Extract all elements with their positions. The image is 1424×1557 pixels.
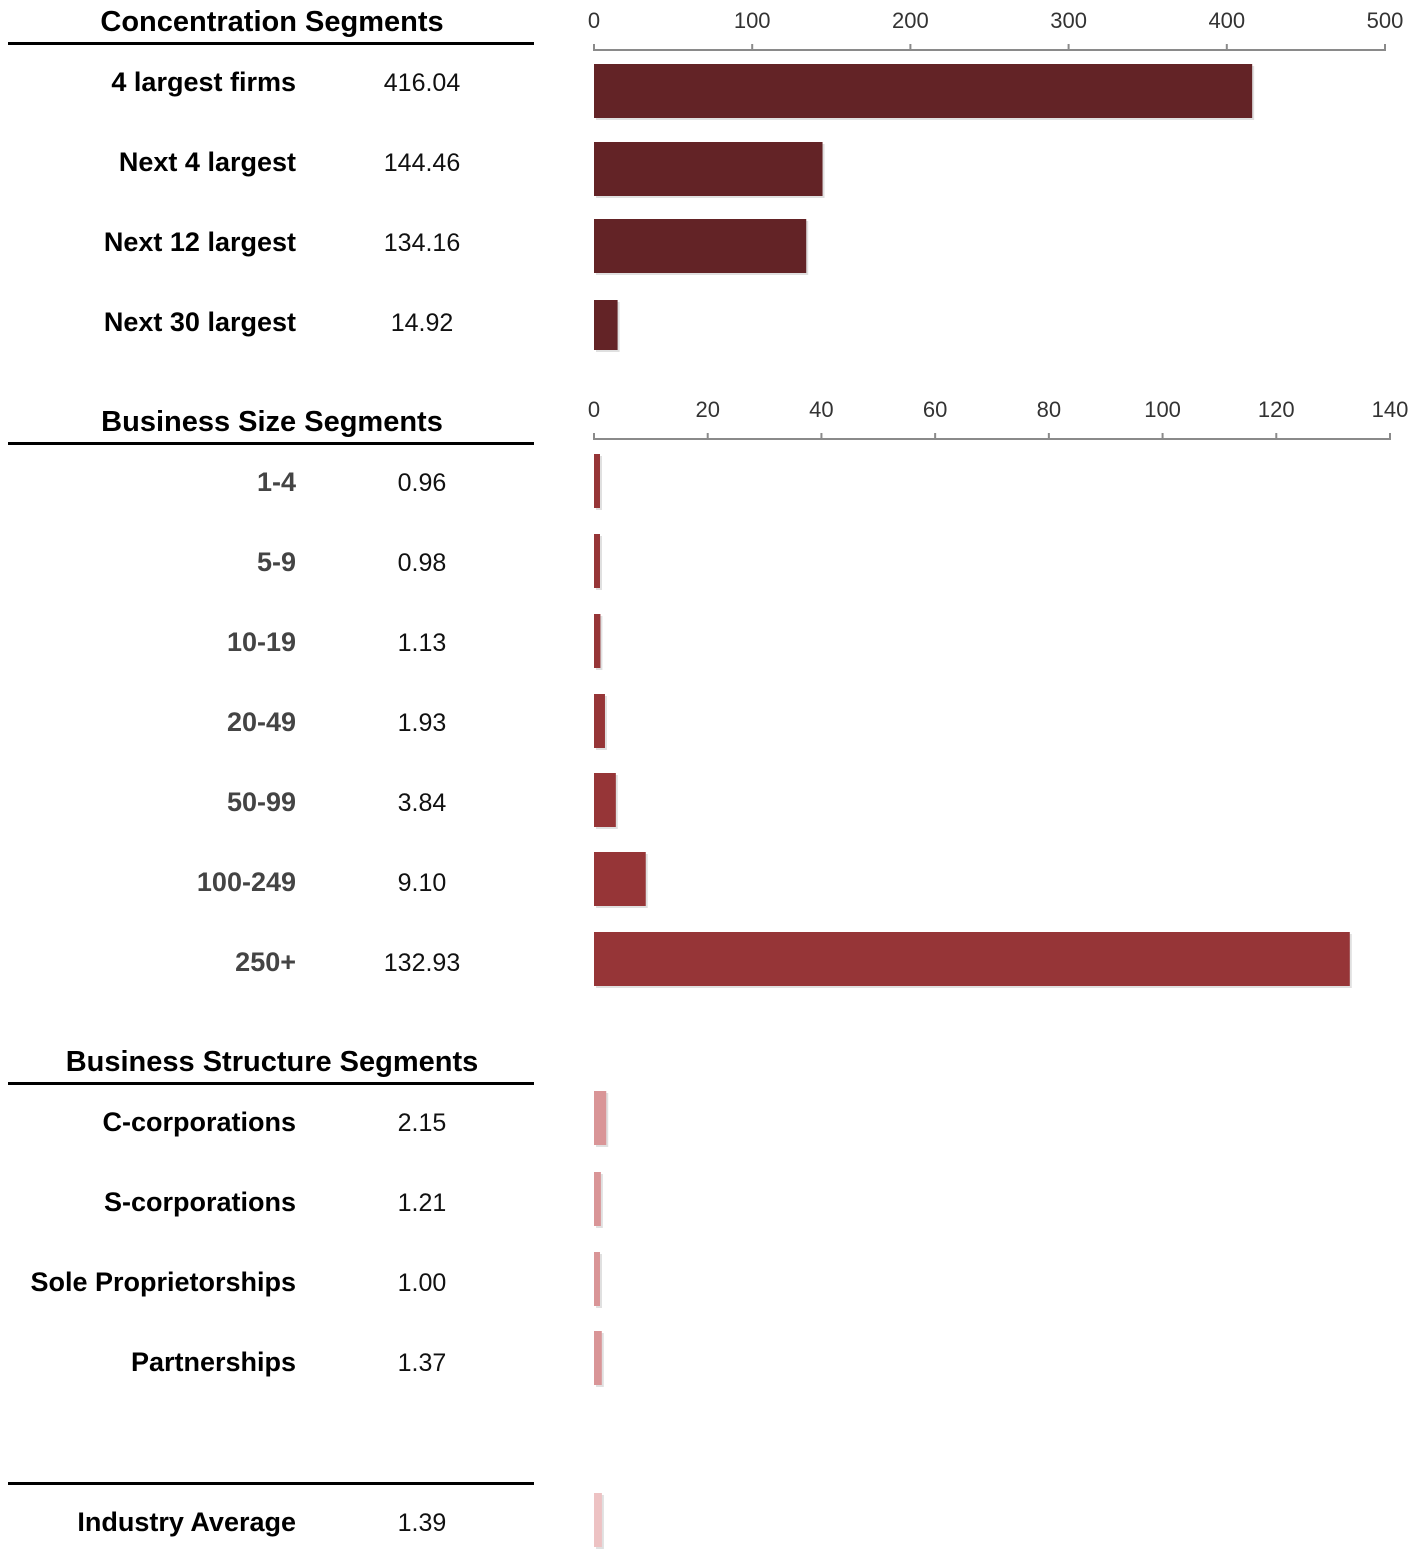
row-value: 134.16 xyxy=(383,229,461,257)
row-value: 9.10 xyxy=(397,869,447,897)
row-label: Next 12 largest xyxy=(103,227,296,257)
tick-label: 400 xyxy=(1208,8,1245,33)
bar xyxy=(594,454,600,508)
tick-label: 500 xyxy=(1367,8,1404,33)
bar xyxy=(594,1493,602,1547)
bar xyxy=(594,614,601,668)
bar xyxy=(594,773,616,827)
row-value: 3.84 xyxy=(397,789,447,817)
tick-label: 200 xyxy=(892,8,929,33)
bar xyxy=(594,1252,600,1306)
section-rule xyxy=(8,442,534,445)
row-value: 1.37 xyxy=(397,1349,447,1377)
row-value: 1.00 xyxy=(397,1269,447,1297)
section-title-business-structure: Business Structure Segments xyxy=(65,1046,479,1078)
row-label: 250+ xyxy=(235,947,296,977)
row-value: 2.15 xyxy=(397,1109,447,1137)
tick-label: 80 xyxy=(1037,397,1061,422)
section-title-concentration: Concentration Segments xyxy=(100,6,444,38)
bar xyxy=(594,1172,601,1226)
row-label: 20-49 xyxy=(226,707,296,737)
bar xyxy=(594,300,618,350)
tick-label: 140 xyxy=(1372,397,1409,422)
row-value: 1.13 xyxy=(397,629,447,657)
row-label: 4 largest firms xyxy=(111,67,296,97)
row-value: 416.04 xyxy=(383,69,461,97)
tick-label: 20 xyxy=(695,397,719,422)
tick-label: 0 xyxy=(588,8,600,33)
tick-label: 300 xyxy=(1050,8,1087,33)
bar xyxy=(594,142,823,196)
bar xyxy=(594,852,646,906)
row-label: Industry Average xyxy=(77,1507,296,1537)
section-title-business-size: Business Size Segments xyxy=(101,406,443,438)
row-value: 0.98 xyxy=(397,549,447,577)
bar xyxy=(594,932,1350,986)
tick-label: 100 xyxy=(734,8,771,33)
tick-label: 100 xyxy=(1144,397,1181,422)
row-label: S-corporations xyxy=(103,1187,296,1217)
row-label: 100-249 xyxy=(196,867,296,897)
tick-label: 120 xyxy=(1258,397,1295,422)
section-rule xyxy=(8,1082,534,1085)
row-label: Next 30 largest xyxy=(103,307,296,337)
row-label: 1-4 xyxy=(256,467,296,497)
row-label: 10-19 xyxy=(226,627,296,657)
bar xyxy=(594,219,807,273)
row-label: 5-9 xyxy=(256,547,296,577)
row-value: 144.46 xyxy=(383,149,461,177)
bar xyxy=(594,1091,607,1145)
row-label: Sole Proprietorships xyxy=(30,1267,296,1297)
bar xyxy=(594,1331,602,1385)
row-value: 1.21 xyxy=(397,1189,447,1217)
section-rule xyxy=(8,42,534,45)
row-value: 14.92 xyxy=(390,309,454,337)
row-value: 1.39 xyxy=(397,1509,447,1537)
row-label: C-corporations xyxy=(102,1107,296,1137)
tick-label: 40 xyxy=(809,397,833,422)
bar xyxy=(594,64,1253,118)
row-value: 132.93 xyxy=(383,949,461,977)
tick-label: 60 xyxy=(923,397,947,422)
tick-label: 0 xyxy=(588,397,600,422)
section-rule xyxy=(8,1482,534,1485)
row-value: 1.93 xyxy=(397,709,447,737)
row-value: 0.96 xyxy=(397,469,447,497)
row-label: Next 4 largest xyxy=(118,147,296,177)
row-label: Partnerships xyxy=(130,1347,296,1377)
row-label: 50-99 xyxy=(226,787,296,817)
bar xyxy=(594,694,605,748)
bar xyxy=(594,534,600,588)
